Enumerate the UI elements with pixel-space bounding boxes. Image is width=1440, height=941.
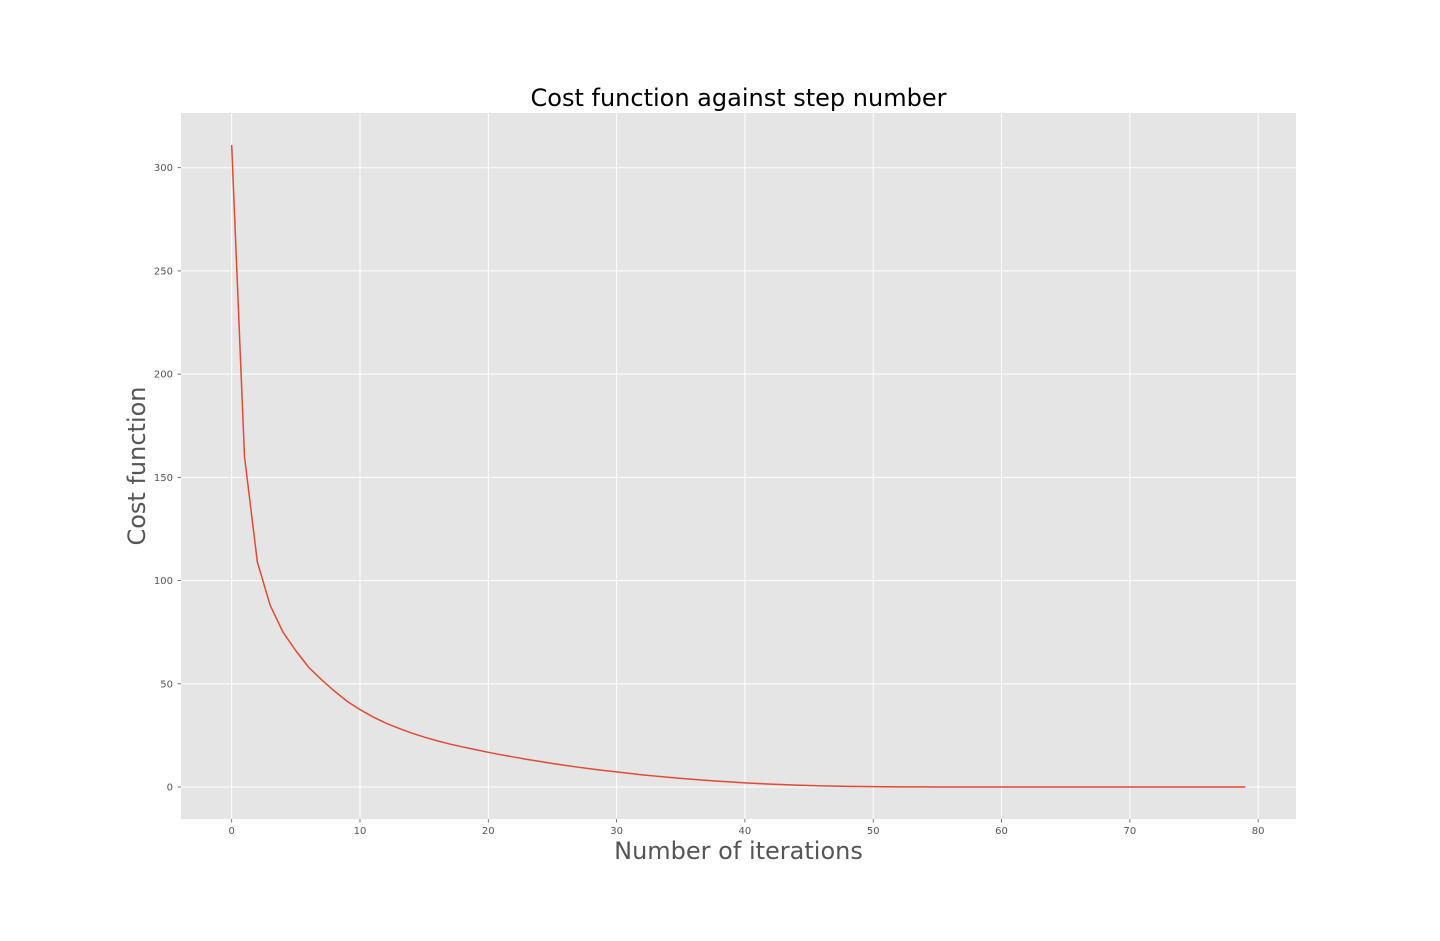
series-line <box>230 144 1246 788</box>
plot-background <box>181 113 1296 819</box>
y-tick-label: 250 <box>154 266 173 277</box>
y-tick-label: 0 <box>167 783 173 794</box>
y-tick-label: 100 <box>154 576 173 587</box>
y-tick-label: 50 <box>160 679 173 690</box>
y-tick-label: 200 <box>154 370 173 381</box>
x-axis-title: Number of iterations <box>614 837 863 865</box>
series-layer <box>230 144 1246 788</box>
y-tick-label: 150 <box>154 473 173 484</box>
y-tick-label: 300 <box>154 163 173 174</box>
x-tick-label: 50 <box>867 826 880 837</box>
chart-title: Cost function against step number <box>531 84 947 112</box>
grid <box>181 113 1296 819</box>
x-tick-label: 30 <box>610 826 623 837</box>
x-tick-label: 70 <box>1123 826 1136 837</box>
tick-labels: 0 10 20 30 40 50 60 70 80 0 50 100 150 200 250 300 <box>154 163 1265 837</box>
x-tick-label: 40 <box>739 826 752 837</box>
x-tick-label: 0 <box>228 826 234 837</box>
x-tick-label: 80 <box>1252 826 1265 837</box>
x-tick-label: 20 <box>482 826 495 837</box>
y-axis-title: Cost function <box>123 386 151 545</box>
x-tick-label: 60 <box>995 826 1008 837</box>
x-tick-label: 10 <box>354 826 367 837</box>
